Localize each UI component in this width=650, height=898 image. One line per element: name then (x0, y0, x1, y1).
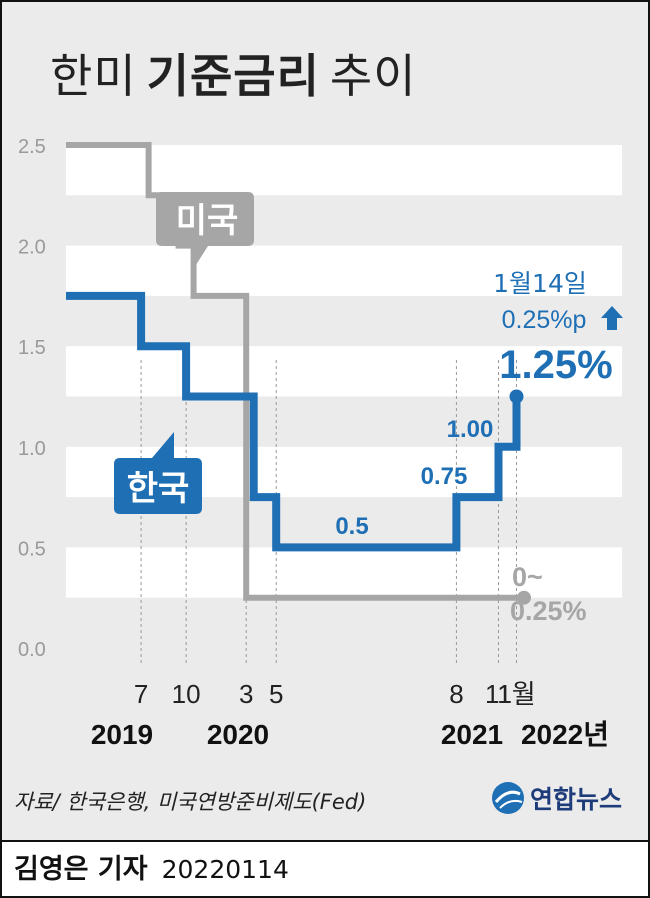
chart-panel (2, 2, 648, 840)
x-month-label: 8 (449, 679, 463, 709)
grid-band (66, 245, 622, 296)
us-callout-bubble (156, 192, 254, 268)
logo-text: 연합뉴스 (530, 785, 623, 814)
grid-band (66, 547, 622, 598)
us-end-label-2: 0.25% (510, 596, 587, 626)
y-tick-label: 1.0 (18, 438, 46, 460)
title-suffix: 추이 (329, 49, 417, 103)
us-callout-label: 미국 (176, 201, 239, 241)
y-tick-label: 1.5 (18, 337, 46, 359)
footer-divider (2, 840, 648, 842)
up-arrow-icon (601, 306, 623, 330)
byline-date: 20220114 (161, 855, 289, 884)
x-month-label: 1월 (497, 679, 535, 709)
x-month-label: 3 (239, 679, 253, 709)
y-tick-label: 0.0 (18, 639, 46, 661)
y-tick-label: 2.0 (18, 237, 46, 259)
korea-rate-line (66, 291, 521, 552)
korea-value-label: 0.5 (335, 513, 368, 540)
source-note: 자료/ 한국은행, 미국연방준비제도(Fed) (14, 790, 367, 814)
grid-band (66, 145, 622, 196)
x-month-label: 11 (485, 679, 512, 709)
x-month-label: 10 (172, 679, 201, 709)
korea-callout-bubble (114, 432, 202, 514)
korea-end-value: 1.25% (499, 343, 612, 387)
x-year-label: 2021 (441, 719, 503, 750)
title-bold: 기준금리 (146, 49, 320, 103)
korea-rate-line-end-dot (509, 389, 524, 404)
korea-callout-label: 한국 (127, 469, 190, 509)
yonhap-logo: 연합뉴스 (490, 780, 622, 816)
x-year-label: 2022년 (521, 719, 609, 750)
x-year-label: 2020 (207, 719, 269, 750)
korea-annotation-date: 1월14일 (493, 269, 587, 298)
korea-annotation-change: 0.25%p (502, 306, 587, 334)
grid-band (66, 346, 622, 397)
reporter-name: 김영은 기자 (14, 854, 148, 885)
korea-value-label: 1.00 (447, 416, 494, 443)
us-rate-line-end-dot (517, 590, 531, 605)
x-year-label: 2019 (91, 719, 153, 750)
korea-value-label: 0.75 (421, 463, 468, 490)
y-tick-label: 2.5 (18, 136, 46, 158)
y-tick-label: 0.5 (18, 538, 46, 560)
yonhap-globe-icon (492, 782, 524, 814)
byline: 김영은 기자 20220114 (14, 850, 289, 890)
x-month-label: 7 (134, 679, 148, 709)
title-prefix: 한미 (50, 49, 137, 103)
page-title: 한미 기준금리 추이 (50, 46, 417, 106)
x-month-label: 5 (269, 679, 283, 709)
us-end-label-1: 0~ (512, 562, 543, 592)
